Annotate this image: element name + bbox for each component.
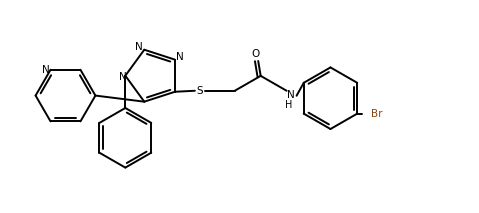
Text: O: O xyxy=(251,49,260,59)
Text: N: N xyxy=(42,65,49,75)
Text: N: N xyxy=(119,72,127,82)
Text: H: H xyxy=(285,100,292,110)
Text: Br: Br xyxy=(371,109,383,119)
Text: N: N xyxy=(136,42,143,52)
Text: N: N xyxy=(176,52,184,62)
Text: N: N xyxy=(287,90,295,100)
Text: S: S xyxy=(196,86,203,96)
